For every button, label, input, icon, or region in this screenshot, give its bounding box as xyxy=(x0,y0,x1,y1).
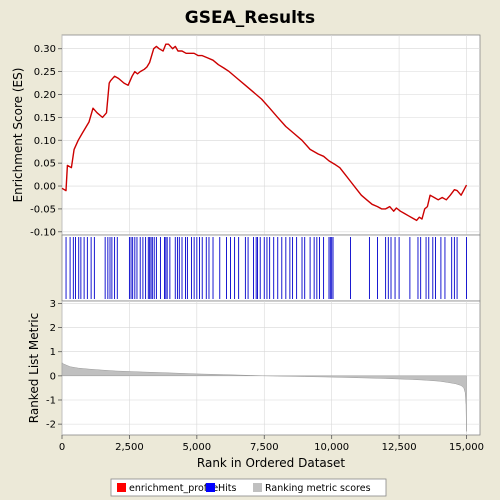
rank-panel xyxy=(61,300,481,436)
legend: enrichment_profile Hits Ranking metric sco… xyxy=(110,478,387,497)
rank-y-tick-label: 2 xyxy=(50,323,56,334)
legend-swatch xyxy=(253,483,262,492)
es-line-group xyxy=(61,43,468,222)
ranking-metric-area xyxy=(61,362,467,432)
legend-box xyxy=(110,478,387,497)
rank-y-axis-label: Ranked List Metric xyxy=(27,313,41,423)
es-y-tick-label: 0.30 xyxy=(34,44,56,55)
es-y-tick-label: 0.25 xyxy=(34,67,56,78)
x-axis-ticks: 0 2,500 5,000 7,500 10,000 12,500 15,000 xyxy=(59,435,484,453)
legend-label: Ranking metric scores xyxy=(265,483,371,494)
es-grid xyxy=(61,35,480,235)
legend-label: enrichment_profile xyxy=(129,483,218,494)
es-panel xyxy=(61,34,481,236)
chart-title: GSEA_Results xyxy=(185,8,315,28)
x-axis-label: Rank in Ordered Dataset xyxy=(197,456,345,470)
legend-items: enrichment_profile Hits Ranking metric sco… xyxy=(117,483,371,494)
legend-label: Hits xyxy=(218,483,237,494)
x-tick-label: 0 xyxy=(59,442,65,453)
rank-y-tick-label: -2 xyxy=(46,420,56,431)
hits-group xyxy=(65,237,467,299)
rank-y-ticks: -2 -1 0 1 2 3 xyxy=(46,299,62,431)
es-y-tick-label: 0.15 xyxy=(34,113,56,124)
rank-y-tick-label: 3 xyxy=(50,299,56,310)
es-y-tick-label: 0.00 xyxy=(34,182,56,193)
es-y-axis-label: Enrichment Score (ES) xyxy=(11,68,25,203)
es-y-tick-label: 0.05 xyxy=(34,159,56,170)
x-tick-label: 7,500 xyxy=(250,442,279,453)
rank-y-tick-label: 1 xyxy=(50,347,56,358)
es-y-tick-label: 0.10 xyxy=(34,136,56,147)
x-tick-label: 15,000 xyxy=(449,442,484,453)
legend-swatch xyxy=(206,483,215,492)
legend-swatch xyxy=(117,483,126,492)
hits-panel xyxy=(61,234,481,302)
x-tick-label: 5,000 xyxy=(183,442,212,453)
x-tick-label: 10,000 xyxy=(314,442,349,453)
es-y-tick-label: -0.05 xyxy=(30,204,56,215)
x-tick-label: 2,500 xyxy=(115,442,144,453)
x-tick-label: 12,500 xyxy=(382,442,417,453)
rank-area-group xyxy=(61,362,467,432)
rank-y-tick-label: 0 xyxy=(50,371,56,382)
es-y-tick-label: 0.20 xyxy=(34,90,56,101)
rank-grid xyxy=(61,301,480,435)
es-y-tick-label: -0.10 xyxy=(30,227,56,238)
rank-y-tick-label: -1 xyxy=(46,395,56,406)
enrichment-profile-line xyxy=(61,43,468,222)
es-y-ticks: -0.10 -0.05 0.00 0.05 0.10 0.15 0.20 0.25 0.30 xyxy=(30,44,62,238)
